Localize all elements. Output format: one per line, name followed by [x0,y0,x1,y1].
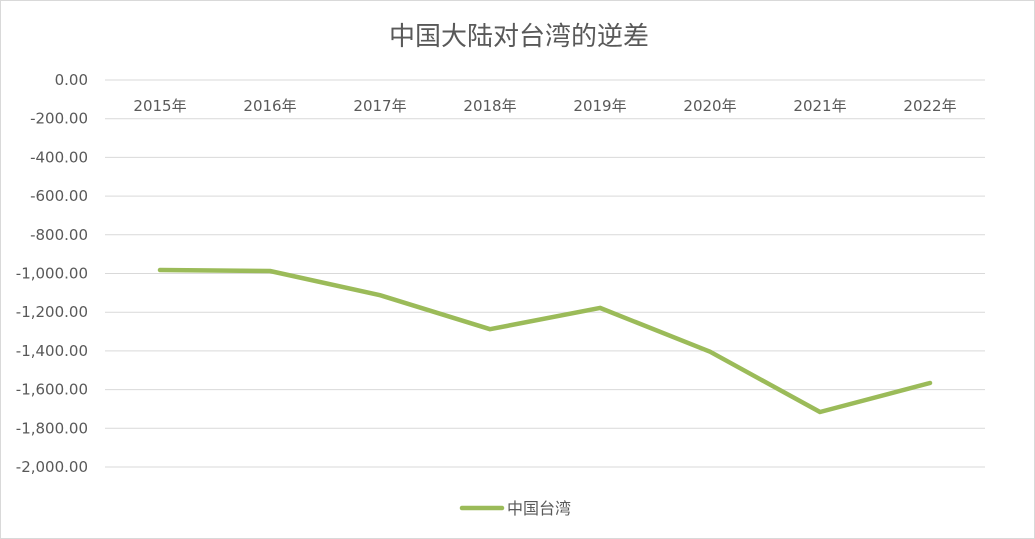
y-tick-label: -1,400.00 [16,342,88,360]
x-tick-label: 2017年 [353,97,406,115]
series-line[interactable] [157,267,933,415]
x-tick-label: 2015年 [133,97,186,115]
y-tick-label: -1,800.00 [16,419,88,437]
gridlines [105,79,985,468]
chart-title: 中国大陆对台湾的逆差 [389,22,649,52]
y-tick-label: -800.00 [30,226,88,244]
x-tick-label: 2021年 [793,97,846,115]
y-tick-label: -1,200.00 [16,303,88,321]
x-tick-label: 2020年 [683,97,736,115]
x-tick-label: 2016年 [243,97,296,115]
y-tick-label: -600.00 [30,187,88,205]
y-tick-label: -200.00 [30,110,88,128]
y-tick-label: -1,600.00 [16,381,88,399]
y-tick-label: 0.00 [55,71,88,89]
series-lines [157,267,933,415]
y-tick-label: -1,000.00 [16,265,88,283]
x-tick-label: 2019年 [573,97,626,115]
x-axis-tick-labels: 2015年 2016年 2017年 2018年 2019年 2020年 2021年 2022年 [133,97,956,115]
x-tick-label: 2018年 [463,97,516,115]
legend-label[interactable]: 中国台湾 [507,499,571,518]
legend: 中国台湾 [459,499,571,518]
y-tick-label: -400.00 [30,148,88,166]
y-axis-tick-labels: 0.00 -200.00 -400.00 -600.00 -800.00 -1,000.0… [16,71,88,476]
y-tick-label: -2,000.00 [16,458,88,476]
x-tick-label: 2022年 [903,97,956,115]
